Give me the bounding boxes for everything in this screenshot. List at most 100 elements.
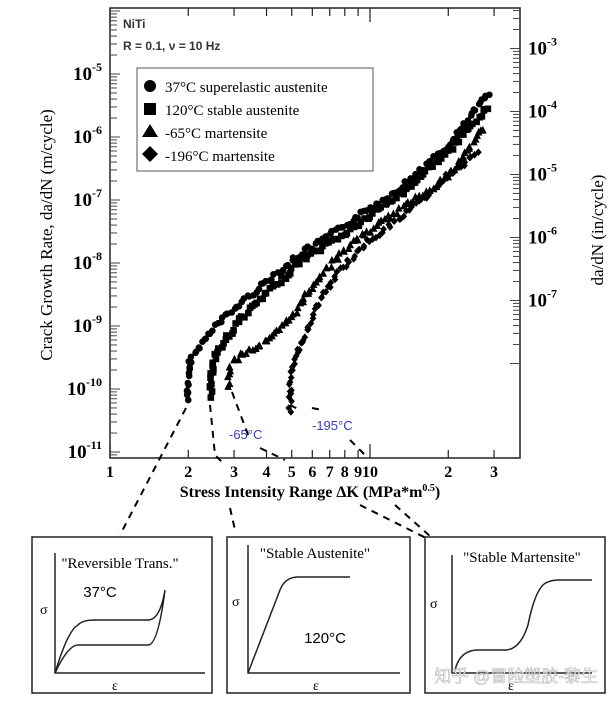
inset-title: "Stable Martensite" <box>463 550 581 566</box>
plot-axes: 1 2 3 4 5 6 7 8 9 10 2 3 10-5 10-6 10-7 10-8 10-9 10-10 10… <box>67 7 557 481</box>
square-marker <box>357 218 365 226</box>
diamond-marker <box>445 172 452 180</box>
triangle-marker <box>278 320 286 329</box>
y-tick-label-right: 10-6 <box>528 223 557 248</box>
triangle-marker <box>369 224 378 232</box>
square-marker <box>389 197 396 204</box>
diamond-marker <box>288 386 295 395</box>
square-marker <box>214 349 221 356</box>
inset-title: "Reversible Trans." <box>61 556 178 572</box>
x-tick-label: 5 <box>288 464 296 481</box>
diamond-marker <box>288 363 296 371</box>
square-marker <box>220 340 227 347</box>
square-marker <box>282 275 290 283</box>
triangle-marker <box>340 247 348 255</box>
square-marker <box>408 183 415 190</box>
triangle-marker <box>242 349 250 357</box>
diamond-marker <box>301 333 309 342</box>
data-markers <box>183 91 493 416</box>
square-marker <box>208 388 216 395</box>
triangle-marker <box>226 366 235 375</box>
inset-reversible-trans: "Reversible Trans." 37°C σ ε <box>31 536 213 694</box>
diamond-marker <box>309 310 317 319</box>
square-marker <box>355 222 363 230</box>
square-marker <box>317 247 325 255</box>
square-marker <box>208 380 215 388</box>
triangle-marker <box>459 152 468 161</box>
x-axis-label: Stress Intensity Range ΔK (MPa*m0.5) <box>180 483 440 501</box>
diamond-marker <box>397 214 405 223</box>
diamond-marker <box>345 258 353 266</box>
square-marker <box>449 146 457 153</box>
inset-temp: 37°C <box>83 584 117 601</box>
square-marker <box>334 235 342 243</box>
square-marker <box>445 144 453 152</box>
y-tick-label-left: 10-6 <box>73 123 102 148</box>
legend-circle-icon <box>144 80 156 92</box>
triangle-marker <box>319 269 327 277</box>
diamond-marker <box>380 225 387 233</box>
square-marker <box>278 272 285 280</box>
diamond-marker <box>385 220 393 229</box>
square-marker <box>331 235 338 243</box>
diamond-marker <box>351 252 358 261</box>
triangle-marker <box>293 308 301 317</box>
diamond-marker <box>369 235 377 243</box>
triangle-marker <box>225 362 234 371</box>
square-marker <box>484 105 492 113</box>
y-axis-label-right: da/dN (in/cycle) <box>588 175 607 286</box>
square-marker <box>429 163 436 171</box>
diamond-marker <box>343 262 350 271</box>
square-marker <box>455 138 463 146</box>
circle-marker <box>183 387 191 395</box>
square-marker <box>286 270 294 277</box>
square-marker <box>338 232 345 240</box>
triangle-marker <box>308 284 317 293</box>
diamond-marker <box>386 223 394 231</box>
square-marker <box>287 264 295 272</box>
triangle-marker <box>299 294 308 303</box>
diamond-marker <box>315 301 322 310</box>
x-tick-label: 6 <box>308 464 316 481</box>
square-marker <box>259 295 267 303</box>
square-marker <box>369 210 376 217</box>
square-marker <box>383 199 390 207</box>
y-tick-label-left: 10-9 <box>73 312 102 337</box>
circle-marker <box>187 353 195 361</box>
diamond-marker <box>299 336 307 345</box>
legend: 37°C superelastic austenite 120°C stable… <box>136 67 374 172</box>
triangle-marker <box>354 235 362 244</box>
square-marker <box>245 309 252 317</box>
square-marker <box>209 359 217 367</box>
circle-marker <box>184 396 192 404</box>
y-tick-label-right: 10-4 <box>528 97 557 122</box>
square-marker <box>413 176 421 184</box>
material-label: NiTi <box>123 17 145 31</box>
diamond-marker <box>432 184 439 193</box>
square-marker <box>232 320 239 327</box>
square-marker <box>343 229 351 237</box>
y-tick-label-left: 10-7 <box>73 186 102 211</box>
diamond-marker <box>307 319 315 328</box>
square-marker <box>377 203 385 211</box>
triangle-marker <box>234 355 243 364</box>
diamond-marker <box>471 151 478 159</box>
triangle-marker <box>327 263 336 271</box>
diamond-marker <box>350 255 357 263</box>
circle-marker <box>196 344 203 352</box>
diamond-marker <box>286 378 294 386</box>
square-marker <box>441 151 449 158</box>
legend-label: 120°C stable austenite <box>165 103 300 119</box>
square-marker <box>478 113 486 120</box>
diamond-marker <box>434 182 442 191</box>
triangle-marker <box>294 303 302 312</box>
square-marker <box>241 313 248 321</box>
conditions-label: R = 0.1, ν = 10 Hz <box>123 39 220 53</box>
diamond-marker <box>461 158 469 167</box>
diamond-marker <box>408 203 415 211</box>
x-tick-label: 3 <box>490 464 498 481</box>
inset-x-label: ε <box>313 679 319 694</box>
inset-y-label: σ <box>40 603 48 618</box>
circle-marker <box>187 359 195 366</box>
diamond-marker <box>333 267 341 276</box>
